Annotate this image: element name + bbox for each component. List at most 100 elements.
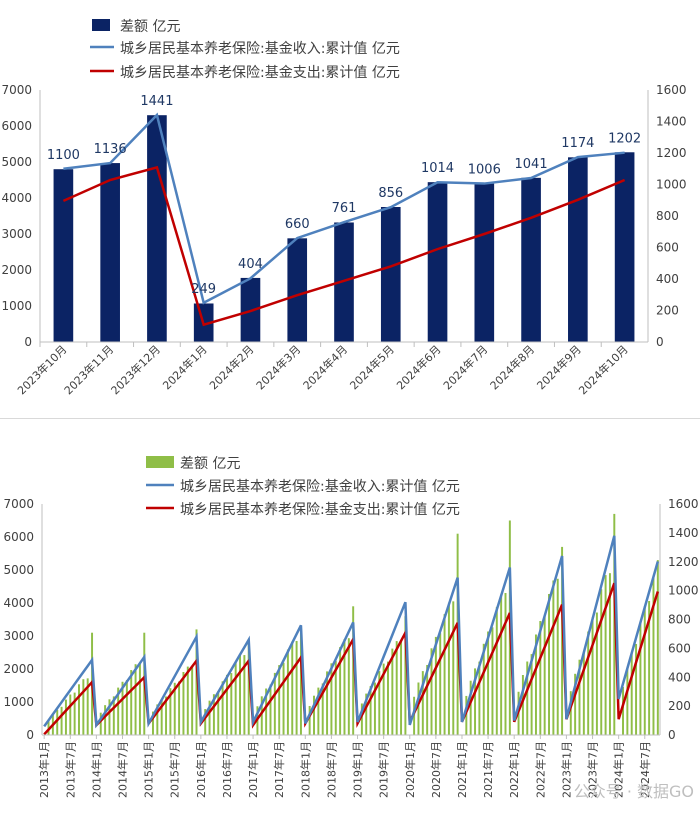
difference-bar [604,575,607,735]
difference-bar [378,671,381,735]
difference-bar [243,655,246,735]
top-lines [62,112,626,327]
difference-bar [417,682,420,735]
right-tick-label: 200 [656,304,679,318]
difference-bar [334,222,354,342]
left-tick-label: 6000 [1,119,32,133]
bottom-legend: 差额 亿元 城乡居民基本养老保险:基金收入:累计值 亿元 城乡居民基本养老保险:… [146,456,460,518]
legend-income-label: 城乡居民基本养老保险:基金收入:累计值 亿元 [180,478,460,495]
legend-expense-label: 城乡居民基本养老保险:基金支出:累计值 亿元 [120,64,400,81]
difference-bar [195,629,198,735]
difference-bar [212,694,215,735]
left-tick-label: 7000 [3,497,34,511]
left-tick-label: 2000 [1,263,32,277]
right-tick-label: 1200 [668,555,699,569]
difference-bar [278,665,281,735]
difference-bar [134,664,137,735]
left-tick-label: 0 [24,335,32,349]
difference-bar [330,663,333,735]
left-tick-label: 4000 [3,596,34,610]
difference-bar [64,699,67,735]
right-tick-label: 1600 [656,83,687,97]
difference-bar [400,640,403,735]
x-tick-label: 2013年7月 [63,741,77,798]
right-tick-label: 200 [668,699,691,713]
difference-bar [156,704,159,735]
difference-bar [526,661,529,735]
difference-bar [299,626,302,735]
difference-bar [447,602,450,735]
bottom-x-axis: 2013年1月 2013年7月 2014年1月 2014年7月 2015年1月 2015年… [37,734,660,798]
x-tick-label: 2016年7月 [220,741,234,798]
difference-bar [112,696,115,735]
difference-bar [380,207,401,342]
x-tick-label: 2021年1月 [455,741,469,798]
x-tick-label: 2020年7月 [429,741,443,798]
difference-bar [317,687,320,735]
difference-bar [626,667,629,735]
difference-bar [313,695,315,735]
top-right-axis: 0 200 400 600 800 1000 1200 1400 1600 [647,83,687,349]
left-tick-label: 4000 [1,191,32,205]
income-data-label: 1136 [94,142,127,157]
left-tick-label: 1000 [1,299,32,313]
difference-bar [117,687,120,735]
difference-bar [495,606,498,735]
difference-bar [568,157,588,342]
difference-bar [582,651,585,735]
difference-bar [521,177,541,342]
income-data-label: 249 [191,282,216,297]
difference-bar [269,684,272,735]
difference-bar [360,703,363,735]
x-tick-label: 2024年1月 [612,741,626,798]
difference-bar [125,680,128,735]
x-tick-label: 2018年7月 [324,741,338,798]
x-tick-label: 2023年12月 [108,342,163,397]
difference-bar [151,711,154,735]
left-tick-label: 3000 [3,629,34,643]
top-x-axis: 2023年10月2023年11月2023年12月2024年1月2024年2月20… [14,341,648,397]
x-tick-label: 2018年1月 [298,741,312,798]
difference-bar [230,673,233,735]
x-tick-label: 2014年1月 [89,741,103,798]
x-tick-label: 2019年7月 [377,741,391,798]
x-tick-label: 2024年7月 [440,342,490,392]
income-data-label: 856 [378,186,403,201]
difference-bar [639,621,642,735]
difference-bar [208,700,211,735]
difference-bar [491,627,494,735]
difference-bar [543,616,546,735]
difference-bar [648,600,651,735]
difference-bar [73,692,76,735]
difference-bar [434,636,437,735]
difference-bar [265,688,268,735]
legend-bar-swatch [146,456,174,468]
difference-bar [561,546,564,735]
bottom-right-axis: 0 200 400 600 800 1000 1200 1400 1600 [659,497,699,742]
difference-bar [656,560,659,735]
difference-bar [343,639,346,735]
right-tick-label: 800 [656,209,679,223]
top-left-axis: 0 1000 2000 3000 4000 5000 6000 7000 [1,83,41,349]
difference-bar [352,606,355,735]
right-tick-label: 0 [656,335,664,349]
difference-bar [578,659,581,735]
difference-bar [326,671,329,735]
difference-bar [138,663,141,735]
difference-bar [474,668,477,735]
difference-bar [339,647,342,735]
bottom-chart: 差额 亿元 城乡居民基本养老保险:基金收入:累计值 亿元 城乡居民基本养老保险:… [3,456,699,798]
right-tick-label: 600 [668,641,691,655]
difference-bar [391,648,394,735]
difference-bar [86,678,89,735]
left-tick-label: 0 [26,728,34,742]
legend-bar-label: 差额 亿元 [180,456,240,472]
difference-bar [321,683,324,735]
difference-bar [260,696,263,735]
income-line [63,112,625,305]
x-tick-label: 2015年7月 [168,741,182,798]
left-tick-label: 6000 [3,530,34,544]
income-data-label: 1174 [561,136,594,151]
difference-bar [347,638,350,735]
difference-bar [147,115,167,342]
